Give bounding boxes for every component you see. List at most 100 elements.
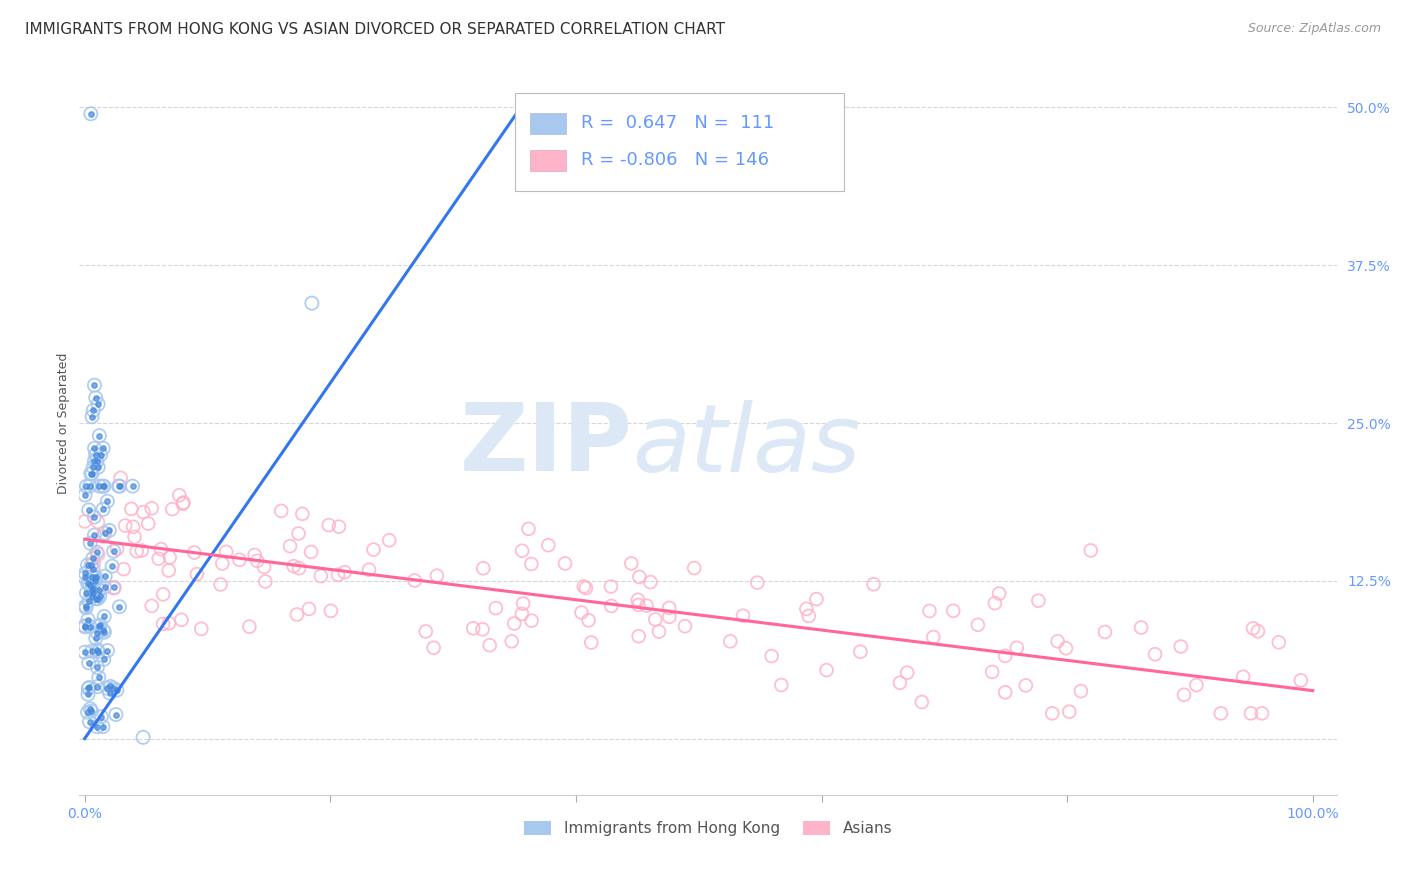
Point bbox=[89, 590, 111, 604]
Point bbox=[101, 559, 124, 574]
Point bbox=[73, 620, 96, 634]
Point bbox=[91, 720, 114, 734]
Point bbox=[363, 542, 385, 557]
Point bbox=[87, 460, 110, 475]
Point bbox=[84, 574, 107, 589]
Point bbox=[76, 576, 98, 591]
Point bbox=[83, 378, 105, 392]
Point bbox=[1070, 684, 1092, 698]
Point bbox=[91, 720, 114, 734]
Point bbox=[96, 494, 118, 508]
Point bbox=[89, 428, 111, 442]
Point bbox=[76, 586, 98, 600]
Point bbox=[600, 580, 623, 594]
Point bbox=[83, 378, 105, 392]
Point bbox=[121, 479, 143, 493]
Point bbox=[82, 551, 104, 566]
Point bbox=[80, 704, 103, 718]
Point bbox=[889, 675, 911, 690]
Point bbox=[120, 502, 142, 516]
Point bbox=[96, 643, 118, 657]
Point bbox=[73, 515, 96, 529]
Point bbox=[1173, 688, 1195, 702]
Point bbox=[98, 524, 121, 538]
Point bbox=[517, 522, 540, 536]
Point bbox=[309, 569, 332, 583]
Point bbox=[84, 570, 107, 584]
Point bbox=[84, 391, 107, 405]
Point bbox=[918, 604, 941, 618]
Point bbox=[83, 454, 105, 468]
Point bbox=[658, 600, 681, 615]
Point bbox=[75, 600, 97, 615]
Point bbox=[1240, 706, 1263, 721]
Point bbox=[79, 536, 101, 550]
Point bbox=[87, 670, 110, 684]
Point bbox=[209, 577, 232, 591]
Point bbox=[211, 557, 233, 571]
Point bbox=[896, 665, 918, 680]
Point bbox=[186, 567, 208, 582]
Point bbox=[131, 543, 153, 558]
Point bbox=[1130, 620, 1153, 634]
Point bbox=[73, 619, 96, 633]
Point bbox=[628, 570, 651, 584]
Point bbox=[89, 618, 111, 632]
Point bbox=[328, 519, 350, 533]
Point bbox=[80, 467, 103, 481]
Point bbox=[87, 515, 110, 529]
Point bbox=[93, 652, 115, 666]
Point bbox=[463, 621, 485, 635]
Point bbox=[152, 587, 174, 601]
Point bbox=[75, 599, 97, 614]
Point bbox=[984, 596, 1007, 610]
Point bbox=[73, 645, 96, 659]
Point bbox=[98, 686, 121, 700]
Point bbox=[75, 479, 97, 493]
Point bbox=[93, 526, 115, 541]
Point bbox=[79, 714, 101, 729]
Point bbox=[86, 642, 108, 657]
Point bbox=[79, 536, 101, 550]
Point bbox=[84, 574, 107, 589]
Point bbox=[148, 551, 170, 566]
Point bbox=[93, 580, 115, 594]
Point bbox=[86, 720, 108, 734]
Point bbox=[79, 578, 101, 592]
Point bbox=[132, 731, 155, 745]
Point bbox=[105, 683, 128, 698]
Point bbox=[183, 545, 205, 559]
Point bbox=[815, 663, 838, 677]
Point bbox=[86, 626, 108, 640]
Point bbox=[80, 467, 103, 481]
Point bbox=[994, 648, 1017, 663]
Point bbox=[1046, 634, 1069, 648]
Point bbox=[1289, 673, 1312, 688]
Point bbox=[1059, 705, 1081, 719]
Point bbox=[77, 613, 100, 627]
Point bbox=[1170, 640, 1192, 654]
Point bbox=[75, 566, 97, 581]
Point bbox=[84, 570, 107, 584]
Point bbox=[600, 599, 623, 613]
Point bbox=[90, 709, 112, 723]
Point bbox=[770, 678, 793, 692]
Point bbox=[91, 502, 114, 516]
Point bbox=[318, 518, 340, 533]
Point bbox=[77, 681, 100, 696]
Point bbox=[503, 616, 526, 631]
Point bbox=[93, 580, 115, 594]
Point bbox=[80, 558, 103, 573]
Point bbox=[87, 619, 110, 633]
Text: ZIP: ZIP bbox=[460, 400, 633, 491]
Point bbox=[472, 561, 495, 575]
Point bbox=[104, 707, 127, 722]
Point bbox=[571, 606, 593, 620]
Point bbox=[627, 598, 650, 612]
Point bbox=[627, 629, 650, 643]
Point bbox=[291, 507, 314, 521]
Point bbox=[520, 614, 543, 628]
Point bbox=[83, 442, 105, 456]
Point bbox=[636, 599, 658, 613]
Point bbox=[75, 599, 97, 614]
